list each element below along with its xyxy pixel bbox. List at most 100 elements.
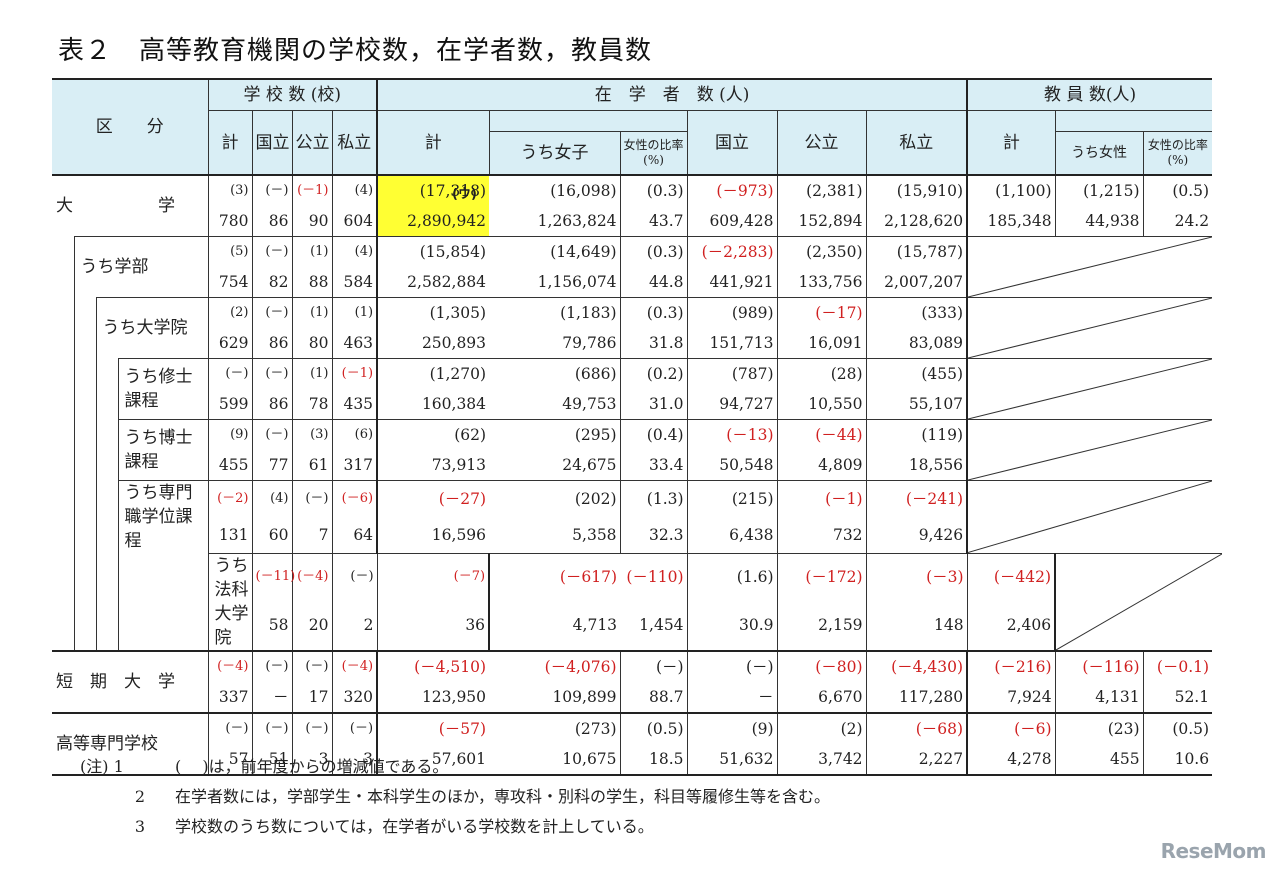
diff-cell: (－116) [1054, 649, 1144, 682]
value-cell: 64 [331, 516, 378, 553]
value-cell: 60 [251, 516, 292, 553]
row-label: うち修士課程 [117, 358, 208, 420]
value-cell: 2,227 [865, 743, 968, 776]
diff-cell: (9) [207, 419, 252, 450]
value-cell: 599 [207, 389, 252, 420]
diff-cell: (4) [331, 174, 378, 206]
indent-spacer [95, 553, 118, 651]
value-cell: 109,899 [552, 687, 617, 706]
diff-cell: (5) [207, 236, 252, 267]
diff-cell: (－0.1) [1142, 649, 1213, 682]
value-cell: 10,675 [489, 743, 621, 776]
diff-cell: (－80) [776, 649, 867, 682]
value-cell: 51,632 [686, 743, 778, 776]
value-cell: 160,384 [376, 389, 490, 420]
value-cell: 2 [331, 601, 378, 651]
indent-spacer [73, 553, 96, 651]
diff-cell: (202) [489, 479, 621, 517]
diff-cell: (2) [776, 711, 867, 744]
indent-spacer [73, 358, 96, 420]
diff-cell: (－) [207, 358, 252, 389]
indent-spacer [52, 481, 74, 554]
diff-cell: (1) [291, 236, 332, 267]
value-cell: 2,890,942 [376, 206, 490, 237]
value-cell: 80 [291, 328, 332, 359]
value-cell: 31.0 [619, 389, 688, 420]
diff-cell: (－) [251, 297, 292, 328]
diff-cell: (－110) [620, 552, 688, 602]
student-private-header: 私立 [865, 110, 968, 175]
value-cell: 1,156,074 [537, 273, 617, 291]
diff-cell: (－) [331, 711, 378, 744]
diff-cell: (273) [489, 711, 621, 744]
diff-cell: (1,215) [1054, 174, 1144, 206]
diff-cell: (4) [331, 236, 378, 267]
diff-cell: (989) [686, 297, 778, 328]
diff-cell: (0.5) [1142, 711, 1213, 744]
student-ratio-header: 女性の比率(%) [619, 131, 688, 175]
value-cell: 3,742 [776, 743, 867, 776]
value-cell: 83,089 [865, 328, 968, 359]
value-cell: 2,159 [776, 601, 867, 651]
diff-cell: (－442) [966, 552, 1056, 602]
value-cell: 604 [331, 206, 378, 237]
value-cell: 36 [376, 601, 490, 651]
value-cell: 16,596 [376, 516, 490, 553]
students-header: 在 学 者 数 (人) [376, 78, 968, 111]
diff-cell: (－6) [966, 711, 1056, 744]
diff-cell: (1.6) [686, 552, 778, 602]
value-cell: 2,007,207 [865, 267, 968, 298]
indent-spacer [95, 358, 118, 420]
school-col-header: 国立 [251, 110, 292, 175]
value-cell: 4,809 [776, 450, 867, 481]
value-cell: 86 [251, 389, 292, 420]
diff-cell: (295) [489, 419, 621, 450]
value-cell: 73,913 [376, 450, 490, 481]
value-cell: 4,713 [488, 601, 621, 651]
diff-cell: (3) [207, 174, 252, 206]
diff-cell: (－) [331, 552, 378, 602]
diff-cell: (－) [686, 649, 778, 682]
diff-cell: (－4) [207, 649, 252, 682]
faculty-ratio-header: 女性の比率(%) [1142, 131, 1213, 175]
diff-cell: (1) [291, 358, 332, 389]
faculty-header: 教 員 数(人) [966, 78, 1213, 111]
value-cell: 780 [207, 206, 252, 237]
value-cell: 185,348 [966, 206, 1056, 237]
value-cell: 61 [291, 450, 332, 481]
diff-cell: (14,649) [489, 236, 621, 267]
school-col-header: 公立 [291, 110, 332, 175]
diff-cell: (15,854) [376, 236, 490, 267]
value-cell: 148 [865, 601, 968, 651]
diff-cell: (0.3) [619, 236, 688, 267]
diff-cell: (－27) [376, 479, 490, 517]
diff-cell: (－) [251, 236, 292, 267]
value-cell: 584 [331, 267, 378, 298]
diff-cell: (28) [776, 358, 867, 389]
indent-spacer [95, 480, 118, 553]
diff-cell: (0.3) [619, 297, 688, 328]
diff-cell: (333) [865, 297, 968, 328]
diff-cell: (－216) [966, 649, 1056, 682]
diff-cell: (1,183) [489, 297, 621, 328]
value-cell: 609,428 [686, 206, 778, 237]
diff-cell: (－11) [251, 552, 295, 602]
indent-spacer [52, 298, 74, 359]
value-cell: 16,091 [776, 328, 867, 359]
row-label: 大 学 [52, 174, 208, 237]
resemom-logo: ReseMom [1160, 839, 1267, 863]
value-cell: 90 [291, 206, 332, 237]
student-female-header: うち女子 [488, 131, 621, 175]
diff-cell: (－57) [376, 711, 490, 744]
value-cell: 77 [251, 450, 292, 481]
value-cell: 455 [1054, 743, 1144, 776]
diff-cell: (－) [207, 711, 252, 744]
diff-cell: (－17) [776, 297, 867, 328]
diff-cell: (－) [291, 479, 332, 517]
value-cell: 58 [251, 601, 292, 651]
value-cell: 18,556 [865, 450, 968, 481]
diff-cell: (－7) [376, 552, 490, 602]
spacer [1054, 110, 1213, 132]
value-cell: 78 [291, 389, 332, 420]
diff-cell: (0.5) [619, 711, 688, 744]
